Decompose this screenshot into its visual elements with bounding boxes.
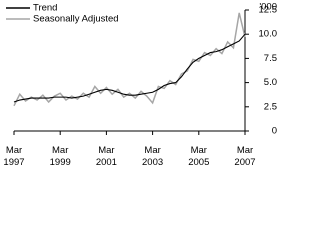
series-line <box>13 12 246 107</box>
x-tick-label: Mar 2007 <box>234 145 255 168</box>
chart: '000 0 2.5 5.0 7.5 10.0 12.5 Mar 1997 Mar 1999 Mar… <box>3 2 278 168</box>
y-tick-label: 2.5 <box>264 101 277 112</box>
x-tick-label: Mar 2005 <box>188 145 209 168</box>
y-tick-label: 12.5 <box>259 5 278 16</box>
y-tick-label: 0 <box>272 126 277 137</box>
legend-label: Trend <box>33 3 57 14</box>
series-line <box>13 33 246 103</box>
y-tick-label: 7.5 <box>264 53 277 64</box>
x-tick-label: Mar 2003 <box>142 145 163 168</box>
y-tick-label: 5.0 <box>264 77 277 88</box>
x-tick-label: Mar 1997 <box>3 145 24 168</box>
y-axis-label: '000 <box>259 2 277 13</box>
x-tick-label: Mar 2001 <box>96 145 117 168</box>
y-tick-label: 10.0 <box>259 29 278 40</box>
x-tick-label: Mar 1999 <box>50 145 71 168</box>
legend-label: Seasonally Adjusted <box>33 14 119 25</box>
